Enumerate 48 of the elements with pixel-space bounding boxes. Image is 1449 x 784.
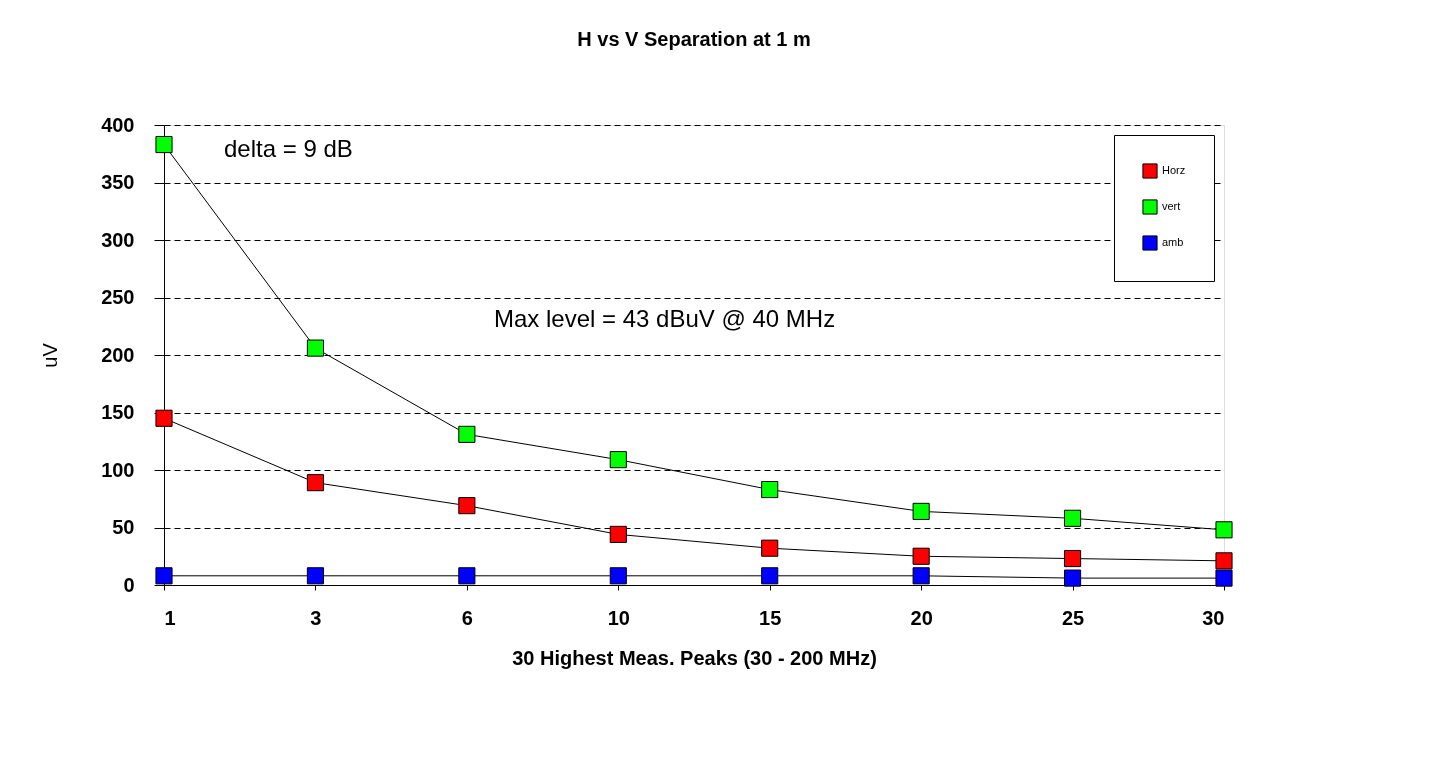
annotation: Max level = 43 dBuV @ 40 MHz [494,305,836,332]
y-tick-label: 250 [101,286,135,308]
y-tick-label: 50 [112,516,135,538]
y-tick-label: 150 [101,401,135,423]
point [458,425,476,443]
y-tick-label: 200 [101,343,135,366]
x-tick-label: 10 [607,606,630,629]
point [306,567,324,585]
point [761,480,779,499]
legend-label: amb [1162,236,1184,248]
point [155,135,173,154]
x-tick-label: 25 [1061,606,1085,629]
y-tick-label: 300 [101,228,135,251]
point [306,339,324,357]
x-tick-label: 30 [1202,606,1225,629]
chart-title: H vs V Separation at 1 m [577,28,811,50]
point [1215,521,1233,539]
point [609,525,627,543]
point [912,502,930,520]
point [1215,552,1233,570]
point [306,474,324,492]
x-tick-label: 6 [461,606,473,629]
point [458,497,476,515]
x-axis-title: 30 Highest Meas. Peaks (30 - 200 MHz) [512,646,877,669]
legend-label: vert [1162,200,1181,212]
annotation: delta = 9 dB [224,135,353,162]
y-axis-title: uV [39,342,62,368]
point [912,547,930,565]
x-tick-label: 3 [310,606,322,629]
point [609,451,627,469]
point [1064,509,1082,527]
point [1064,569,1082,587]
point [761,539,779,557]
x-tick-label: 1 [164,606,176,629]
point [458,567,476,585]
y-tick-label: 100 [101,458,135,481]
point [155,409,173,427]
y-tick-label: 0 [123,573,135,596]
point [761,567,779,585]
y-tick-label: 400 [101,113,135,136]
point [912,567,930,585]
y-tick-label: 350 [101,171,135,193]
x-tick-label: 20 [910,606,933,629]
x-tick-label: 15 [759,606,782,629]
legend-label: Horz [1162,164,1186,176]
point [1215,569,1233,587]
point [1064,549,1082,568]
point [609,567,627,585]
